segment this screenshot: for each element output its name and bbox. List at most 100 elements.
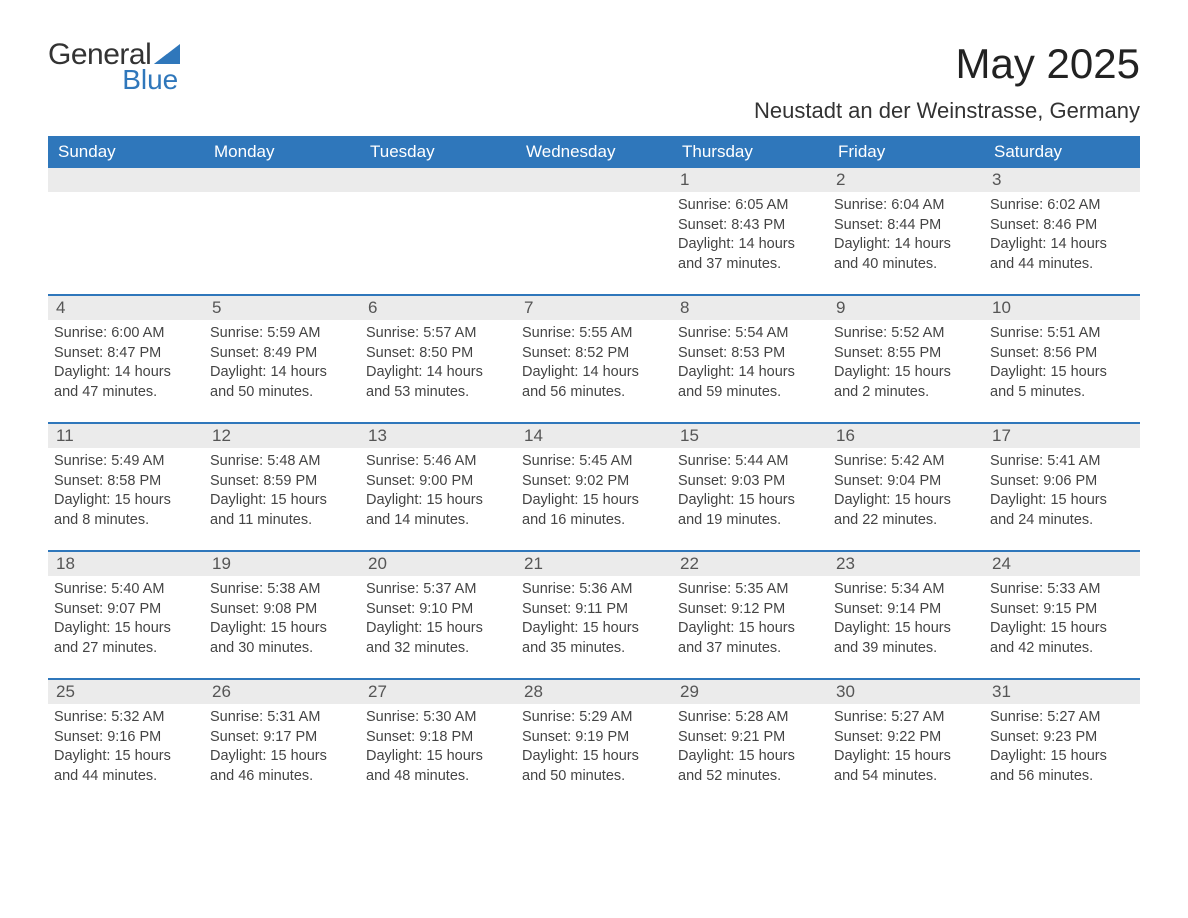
day-number bbox=[204, 168, 360, 192]
sunrise-text: Sunrise: 5:44 AM bbox=[678, 452, 822, 472]
sunrise-text: Sunrise: 5:27 AM bbox=[834, 708, 978, 728]
sunrise-text: Sunrise: 5:31 AM bbox=[210, 708, 354, 728]
sunrise-text: Sunrise: 5:52 AM bbox=[834, 324, 978, 344]
sunset-text: Sunset: 9:15 PM bbox=[990, 600, 1134, 620]
day-number: 17 bbox=[984, 424, 1140, 448]
day-body: Sunrise: 5:30 AMSunset: 9:18 PMDaylight:… bbox=[360, 708, 516, 792]
sunrise-text: Sunrise: 5:36 AM bbox=[522, 580, 666, 600]
day-body: Sunrise: 5:48 AMSunset: 8:59 PMDaylight:… bbox=[204, 452, 360, 536]
calendar-day: 22Sunrise: 5:35 AMSunset: 9:12 PMDayligh… bbox=[672, 552, 828, 670]
sunset-text: Sunset: 9:08 PM bbox=[210, 600, 354, 620]
day-body: Sunrise: 5:51 AMSunset: 8:56 PMDaylight:… bbox=[984, 324, 1140, 408]
sunrise-text: Sunrise: 5:54 AM bbox=[678, 324, 822, 344]
sunset-text: Sunset: 9:00 PM bbox=[366, 472, 510, 492]
day-number: 6 bbox=[360, 296, 516, 320]
calendar-day: 17Sunrise: 5:41 AMSunset: 9:06 PMDayligh… bbox=[984, 424, 1140, 542]
sunset-text: Sunset: 9:02 PM bbox=[522, 472, 666, 492]
day-body: Sunrise: 5:31 AMSunset: 9:17 PMDaylight:… bbox=[204, 708, 360, 792]
day-body bbox=[48, 196, 204, 202]
day-number: 30 bbox=[828, 680, 984, 704]
calendar-day: 30Sunrise: 5:27 AMSunset: 9:22 PMDayligh… bbox=[828, 680, 984, 798]
sunrise-text: Sunrise: 5:33 AM bbox=[990, 580, 1134, 600]
daylight-text: Daylight: 14 hours and 59 minutes. bbox=[678, 363, 822, 402]
day-number: 24 bbox=[984, 552, 1140, 576]
daylight-text: Daylight: 15 hours and 52 minutes. bbox=[678, 747, 822, 786]
sunrise-text: Sunrise: 5:55 AM bbox=[522, 324, 666, 344]
sunset-text: Sunset: 9:16 PM bbox=[54, 728, 198, 748]
day-body: Sunrise: 5:37 AMSunset: 9:10 PMDaylight:… bbox=[360, 580, 516, 664]
calendar-day: 27Sunrise: 5:30 AMSunset: 9:18 PMDayligh… bbox=[360, 680, 516, 798]
calendar-day: 18Sunrise: 5:40 AMSunset: 9:07 PMDayligh… bbox=[48, 552, 204, 670]
day-number: 25 bbox=[48, 680, 204, 704]
sunset-text: Sunset: 9:07 PM bbox=[54, 600, 198, 620]
calendar-day: 9Sunrise: 5:52 AMSunset: 8:55 PMDaylight… bbox=[828, 296, 984, 414]
sunrise-text: Sunrise: 5:38 AM bbox=[210, 580, 354, 600]
day-number: 3 bbox=[984, 168, 1140, 192]
daylight-text: Daylight: 15 hours and 5 minutes. bbox=[990, 363, 1134, 402]
daylight-text: Daylight: 15 hours and 39 minutes. bbox=[834, 619, 978, 658]
day-number: 23 bbox=[828, 552, 984, 576]
day-number bbox=[360, 168, 516, 192]
day-body: Sunrise: 5:40 AMSunset: 9:07 PMDaylight:… bbox=[48, 580, 204, 664]
daylight-text: Daylight: 15 hours and 30 minutes. bbox=[210, 619, 354, 658]
calendar-day: 2Sunrise: 6:04 AMSunset: 8:44 PMDaylight… bbox=[828, 168, 984, 286]
day-number: 13 bbox=[360, 424, 516, 448]
day-body: Sunrise: 5:27 AMSunset: 9:23 PMDaylight:… bbox=[984, 708, 1140, 792]
daylight-text: Daylight: 14 hours and 56 minutes. bbox=[522, 363, 666, 402]
sunset-text: Sunset: 9:21 PM bbox=[678, 728, 822, 748]
day-body: Sunrise: 5:38 AMSunset: 9:08 PMDaylight:… bbox=[204, 580, 360, 664]
daylight-text: Daylight: 15 hours and 56 minutes. bbox=[990, 747, 1134, 786]
sunrise-text: Sunrise: 5:51 AM bbox=[990, 324, 1134, 344]
daylight-text: Daylight: 14 hours and 37 minutes. bbox=[678, 235, 822, 274]
day-body: Sunrise: 5:46 AMSunset: 9:00 PMDaylight:… bbox=[360, 452, 516, 536]
day-body bbox=[204, 196, 360, 202]
sunrise-text: Sunrise: 5:45 AM bbox=[522, 452, 666, 472]
sunset-text: Sunset: 9:03 PM bbox=[678, 472, 822, 492]
calendar-week: 4Sunrise: 6:00 AMSunset: 8:47 PMDaylight… bbox=[48, 294, 1140, 414]
daylight-text: Daylight: 14 hours and 47 minutes. bbox=[54, 363, 198, 402]
sunset-text: Sunset: 8:47 PM bbox=[54, 344, 198, 364]
daylight-text: Daylight: 15 hours and 14 minutes. bbox=[366, 491, 510, 530]
day-number: 7 bbox=[516, 296, 672, 320]
calendar-day: 25Sunrise: 5:32 AMSunset: 9:16 PMDayligh… bbox=[48, 680, 204, 798]
calendar-day: 21Sunrise: 5:36 AMSunset: 9:11 PMDayligh… bbox=[516, 552, 672, 670]
calendar-day: 5Sunrise: 5:59 AMSunset: 8:49 PMDaylight… bbox=[204, 296, 360, 414]
sunset-text: Sunset: 8:49 PM bbox=[210, 344, 354, 364]
day-number: 10 bbox=[984, 296, 1140, 320]
sunset-text: Sunset: 9:10 PM bbox=[366, 600, 510, 620]
dow-monday: Monday bbox=[204, 136, 360, 168]
calendar-day: 3Sunrise: 6:02 AMSunset: 8:46 PMDaylight… bbox=[984, 168, 1140, 286]
day-body: Sunrise: 5:36 AMSunset: 9:11 PMDaylight:… bbox=[516, 580, 672, 664]
calendar-day bbox=[516, 168, 672, 286]
daylight-text: Daylight: 14 hours and 44 minutes. bbox=[990, 235, 1134, 274]
calendar-day: 29Sunrise: 5:28 AMSunset: 9:21 PMDayligh… bbox=[672, 680, 828, 798]
calendar-week: 25Sunrise: 5:32 AMSunset: 9:16 PMDayligh… bbox=[48, 678, 1140, 798]
day-body: Sunrise: 5:35 AMSunset: 9:12 PMDaylight:… bbox=[672, 580, 828, 664]
sunset-text: Sunset: 8:58 PM bbox=[54, 472, 198, 492]
sunrise-text: Sunrise: 5:37 AM bbox=[366, 580, 510, 600]
day-body: Sunrise: 5:55 AMSunset: 8:52 PMDaylight:… bbox=[516, 324, 672, 408]
daylight-text: Daylight: 15 hours and 50 minutes. bbox=[522, 747, 666, 786]
sunrise-text: Sunrise: 5:27 AM bbox=[990, 708, 1134, 728]
sunset-text: Sunset: 8:55 PM bbox=[834, 344, 978, 364]
day-number: 26 bbox=[204, 680, 360, 704]
day-body: Sunrise: 5:45 AMSunset: 9:02 PMDaylight:… bbox=[516, 452, 672, 536]
daylight-text: Daylight: 15 hours and 16 minutes. bbox=[522, 491, 666, 530]
days-of-week-header: Sunday Monday Tuesday Wednesday Thursday… bbox=[48, 136, 1140, 168]
sunset-text: Sunset: 9:04 PM bbox=[834, 472, 978, 492]
day-number: 8 bbox=[672, 296, 828, 320]
sunrise-text: Sunrise: 6:00 AM bbox=[54, 324, 198, 344]
calendar-day: 15Sunrise: 5:44 AMSunset: 9:03 PMDayligh… bbox=[672, 424, 828, 542]
calendar-day: 31 Sunrise: 5:27 AMSunset: 9:23 PMDayligh… bbox=[984, 680, 1140, 798]
calendar-day: 1Sunrise: 6:05 AMSunset: 8:43 PMDaylight… bbox=[672, 168, 828, 286]
calendar-day: 4Sunrise: 6:00 AMSunset: 8:47 PMDaylight… bbox=[48, 296, 204, 414]
day-number: 31 bbox=[984, 680, 1140, 704]
sunset-text: Sunset: 8:52 PM bbox=[522, 344, 666, 364]
sunset-text: Sunset: 9:06 PM bbox=[990, 472, 1134, 492]
brand-line2: Blue bbox=[48, 66, 180, 94]
calendar-day bbox=[360, 168, 516, 286]
day-body: Sunrise: 5:34 AMSunset: 9:14 PMDaylight:… bbox=[828, 580, 984, 664]
daylight-text: Daylight: 14 hours and 40 minutes. bbox=[834, 235, 978, 274]
sunset-text: Sunset: 9:23 PM bbox=[990, 728, 1134, 748]
calendar-day: 26 Sunrise: 5:31 AMSunset: 9:17 PMDayligh… bbox=[204, 680, 360, 798]
